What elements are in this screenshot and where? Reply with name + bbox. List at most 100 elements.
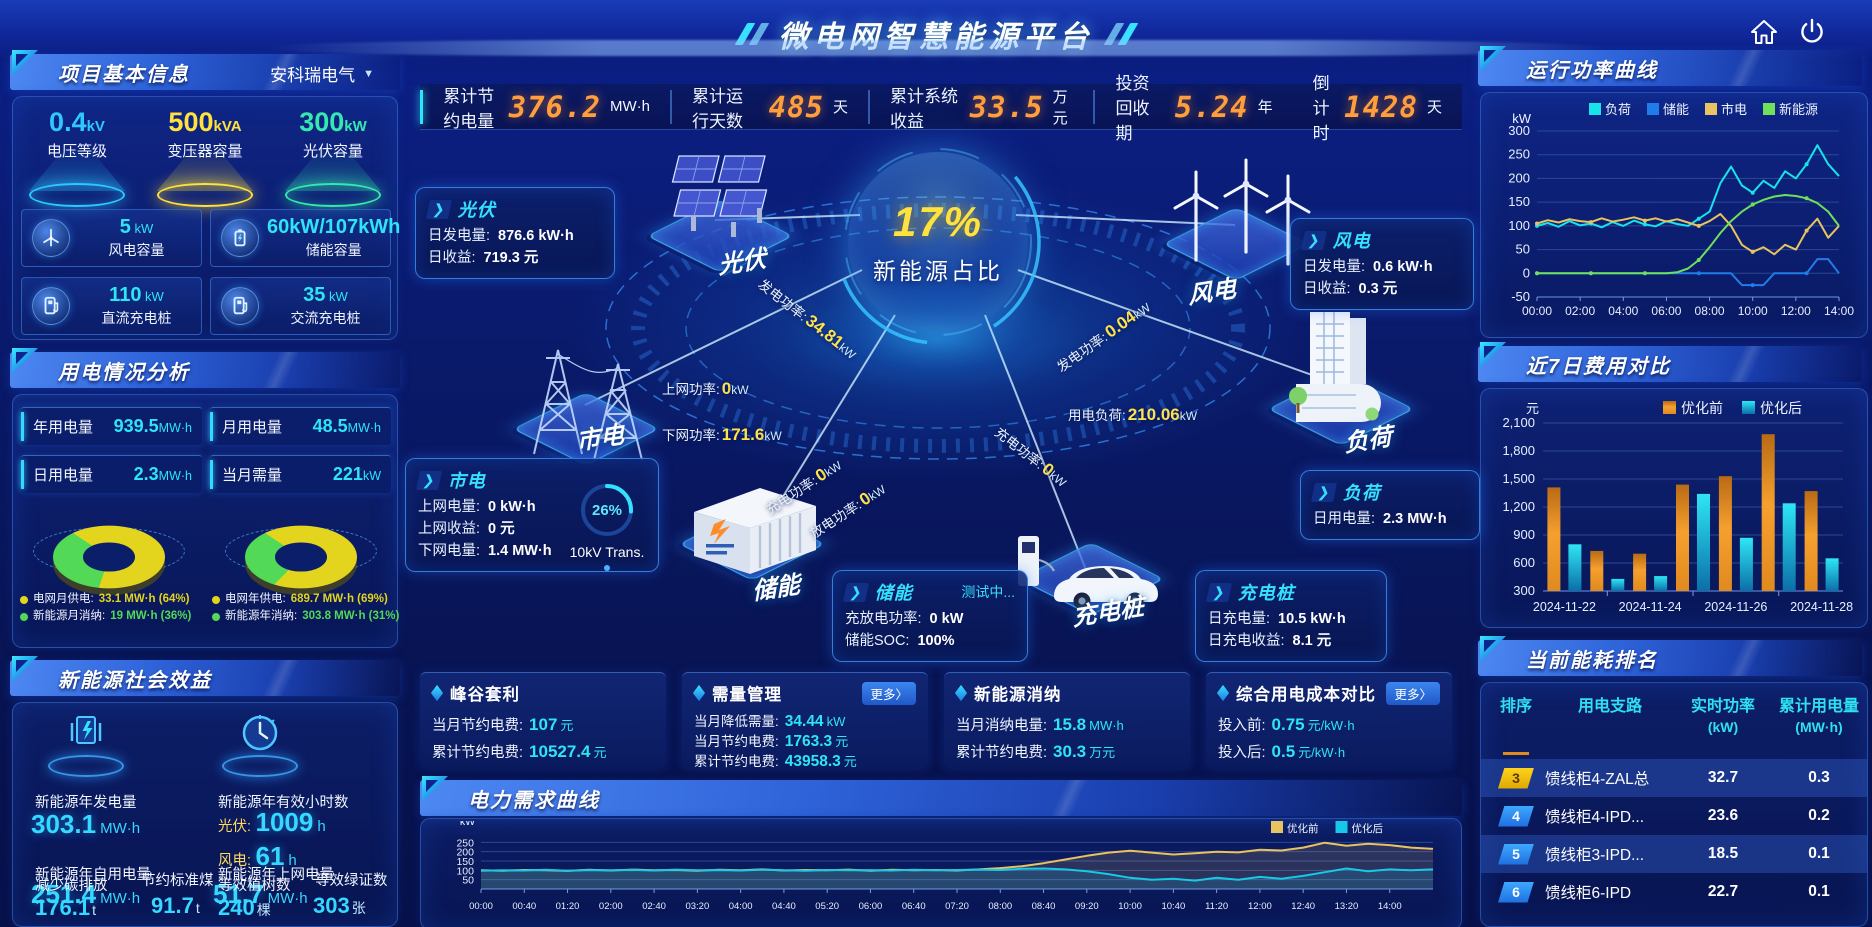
panel-title: 电力需求曲线 <box>468 789 600 812</box>
spotlight-label: 变压器容量 <box>167 143 243 160</box>
column-header-energy: 累计用电量 (MW·h) <box>1778 698 1859 735</box>
node-label-pv: 光伏 <box>717 245 767 280</box>
benefit-value: 303.1 MW·h <box>31 809 141 839</box>
pagination-indicator <box>1503 752 1529 755</box>
more-button[interactable]: 更多〉 <box>862 681 916 705</box>
ranking-row-2: 5 馈线柜3-IPD... 18.5 0.1 <box>1481 835 1867 873</box>
callout-row: 下网电量: 1.4 MW·h <box>418 543 552 559</box>
svg-text:储能: 储能 <box>1663 102 1689 117</box>
svg-text:13:20: 13:20 <box>1335 901 1359 912</box>
callout-storage: ❯ 储能 测试中... 充放电功率: 0 kW 储能SOC: 100% <box>832 570 1028 662</box>
energy-value: 0.3 <box>1808 769 1830 786</box>
panel-mini-icon <box>1216 684 1230 702</box>
callout-pv: ❯ 光伏 日发电量: 876.6 kW·h 日收益: 719.3 元 <box>415 187 615 279</box>
top-header: 微电网智慧能源平台 <box>0 0 1872 62</box>
spotlight-2: 300kW 光伏容量 <box>274 107 392 207</box>
metric-value: 48.5MW·h <box>312 416 381 436</box>
orb-arc-rings <box>835 139 1041 345</box>
panel-benefits: 新能源年发电量 303.1 MW·h 新能源年有效小时数 光伏: 1009 h 风电… <box>12 702 398 927</box>
svg-text:12:40: 12:40 <box>1291 901 1315 912</box>
svg-text:10:00: 10:00 <box>1738 304 1768 318</box>
company-dropdown[interactable]: 安科瑞电气 ▼ <box>270 61 374 86</box>
kpi-stats-bar: 累计节约电量 376.2 MW·h 累计运行天数 485 天累计系统收益 33.5 万元 投资回… <box>420 74 1462 143</box>
charger-node <box>998 508 1183 633</box>
svg-text:优化前: 优化前 <box>1287 822 1319 835</box>
ranking-table-header: 排序 用电支路 实时功率 (kW) 累计用电量 (MW·h) <box>1481 683 1867 744</box>
donut-chart <box>245 525 357 589</box>
svg-text:优化后: 优化后 <box>1760 400 1802 416</box>
panel-header-ranking: 当前能耗排名 <box>1478 636 1862 676</box>
usage-metrics: 年用电量 939.5MW·h 月用电量 48.5MW·h 日用电量 2.3MW·h 当月需量… <box>21 407 391 493</box>
ranking-table-body: 3 馈线柜4-ZAL总 32.7 0.3 4 馈线柜4-IPD... 23.6 0.2 5 馈线柜… <box>1481 759 1867 911</box>
realtime-power-value: 18.5 <box>1707 845 1739 862</box>
spotlight-value: 300kW <box>299 107 367 137</box>
panel-title: 新能源社会效益 <box>58 669 212 692</box>
transformer-label: 10kV Trans. <box>569 544 645 560</box>
benefit-value: 176.1 t <box>35 895 96 920</box>
column-header-rank: 排序 <box>1499 698 1532 715</box>
svg-text:06:00: 06:00 <box>1651 304 1681 318</box>
callout-row: 日收益: 719.3 元 <box>428 250 539 266</box>
panel-project-info: 0.4kV 电压等级 500kVA 变压器容量 300kW 光伏容量 5 kW 风电容量 60… <box>12 96 400 340</box>
kpi-unit: 天 <box>1426 99 1442 116</box>
rank-badge: 5 <box>1498 843 1534 865</box>
building-illustration <box>1289 312 1381 422</box>
svg-text:05:20: 05:20 <box>815 901 839 912</box>
spotlight-0: 0.4kV 电压等级 <box>18 107 136 207</box>
battery-container-illustration <box>694 488 816 574</box>
energy-value: 0.1 <box>1808 845 1830 862</box>
benefit-label: 等效绿证数 <box>315 873 388 889</box>
energy-value: 0.1 <box>1808 883 1830 900</box>
stat-row: 累计节约电费: 43958.3 元 <box>694 753 857 770</box>
kpi-value: 485 <box>768 89 825 124</box>
power-icon[interactable] <box>1796 16 1828 48</box>
svg-text:2024-11-22: 2024-11-22 <box>1533 600 1596 614</box>
callout-grid: ❯ 市电 上网电量: 0 kW·h 上网收益: 0 元下网电量: 1.4 MW·h 26% … <box>405 458 659 572</box>
benefit-label: 新能源年自用电量 <box>35 867 151 883</box>
svg-text:2024-11-24: 2024-11-24 <box>1619 600 1682 614</box>
usage-metric-2: 日用电量 2.3MW·h <box>21 455 202 493</box>
svg-text:04:00: 04:00 <box>1608 304 1638 318</box>
metric-label: 当月需量 <box>222 467 283 484</box>
benefit-value: 风电: 61 h <box>218 841 297 871</box>
donut-month_mix: 电网月供电: 33.1 MW·h (64%) 新能源月消纳: 19 MW·h (36%… <box>16 499 202 645</box>
flow-label-4: 用电负荷: 210.06kW <box>1068 405 1198 424</box>
svg-text:600: 600 <box>1513 555 1535 570</box>
svg-text:04:00: 04:00 <box>729 901 753 912</box>
card-label: 交流充电桩 <box>290 310 361 326</box>
capacity-card-2: 110 kW 直流充电桩 <box>21 277 202 335</box>
chevron-right-icon: ❯ <box>1205 582 1232 602</box>
rank-badge: 3 <box>1498 767 1534 789</box>
svg-text:200: 200 <box>1508 170 1530 185</box>
legend-row: 电网月供电: 33.1 MW·h (64%) <box>20 591 206 608</box>
kpi-label: 累计节约电量 <box>443 86 495 131</box>
kpi-label: 累计运行天数 <box>692 86 744 131</box>
pv-illustration <box>671 155 768 237</box>
capacity-card-3: 35 kW 交流充电桩 <box>210 277 391 335</box>
legend-row: 新能源年消纳: 303.8 MW·h (31%) <box>212 608 399 625</box>
svg-text:2024-11-28: 2024-11-28 <box>1790 600 1853 614</box>
branch-name: 馈线柜3-IPD... <box>1545 847 1645 864</box>
svg-text:2,100: 2,100 <box>1502 415 1535 430</box>
more-button[interactable]: 更多〉 <box>1386 681 1440 705</box>
column-header-power: 实时功率 (kW) <box>1690 698 1755 735</box>
kpi-3: 投资回收期 5.24 年 <box>1093 74 1292 143</box>
svg-text:1,800: 1,800 <box>1502 443 1535 458</box>
svg-text:900: 900 <box>1513 527 1535 542</box>
ranking-row-1: 4 馈线柜4-IPD... 23.6 0.2 <box>1481 797 1867 835</box>
home-icon[interactable] <box>1748 16 1780 48</box>
svg-text:1,500: 1,500 <box>1502 471 1535 486</box>
panel-mini-icon <box>954 684 968 702</box>
svg-text:50: 50 <box>1516 242 1530 257</box>
svg-text:10:40: 10:40 <box>1161 901 1185 912</box>
transformer-gauge: 26% 10kV Trans. <box>564 481 650 571</box>
svg-text:250: 250 <box>1508 147 1530 162</box>
summary-panel-title: 新能源消纳 <box>974 686 1062 704</box>
benefit-value: 91.7 t <box>151 893 200 918</box>
node-label-wind: 风电 <box>1187 275 1237 310</box>
svg-text:100: 100 <box>1508 218 1530 233</box>
svg-text:00:40: 00:40 <box>512 901 536 912</box>
callout-row: 日收益: 0.3 元 <box>1303 281 1398 297</box>
svg-text:150: 150 <box>1508 194 1530 209</box>
